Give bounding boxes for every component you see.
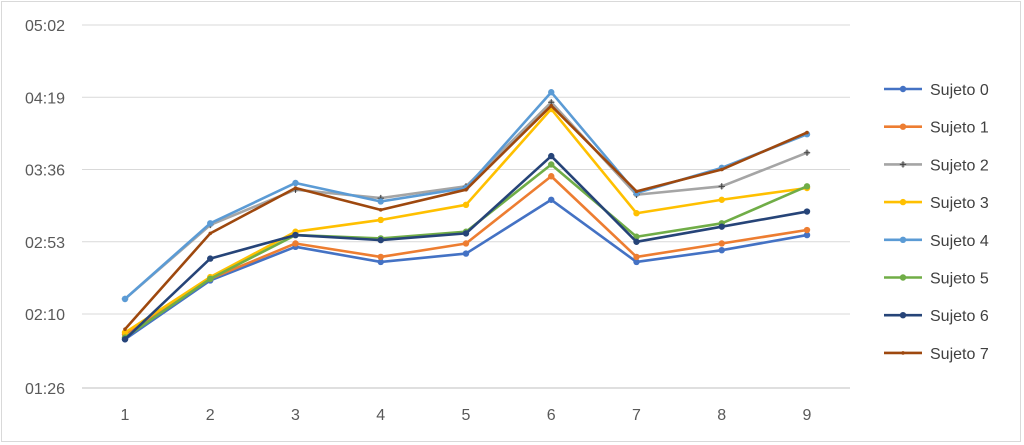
series-3 [121,105,811,336]
data-point [803,208,811,215]
x-tick-label: 5 [462,407,471,424]
data-point [377,198,384,205]
data-point [634,189,639,194]
legend-item: Sujeto 5 [884,271,989,288]
data-point [121,295,129,303]
legend-label: Sujeto 1 [930,120,989,137]
legend-marker [899,274,907,281]
data-point [633,253,640,261]
x-tick-label: 2 [206,407,215,424]
legend-label: Sujeto 6 [930,308,989,325]
data-point [548,152,555,160]
legend-label: Sujeto 5 [930,271,989,288]
legend-item: Sujeto 3 [884,195,989,212]
data-point [462,201,470,209]
y-tick-label: 03:36 [25,163,65,180]
data-point [121,336,129,343]
data-point [548,161,555,168]
x-axis-tick-labels: 1 2 3 4 5 6 7 8 9 [121,407,812,424]
data-point [123,327,127,331]
y-tick-label: 02:10 [25,307,65,324]
y-tick-label: 05:02 [25,18,65,35]
data-point [803,183,811,190]
y-tick-label: 01:26 [25,381,65,398]
legend: Sujeto 0 Sujeto 1 Sujeto 2 Sujeto 3 Sujeto 4… [884,82,989,363]
x-tick-label: 6 [547,407,556,424]
data-point [548,173,555,180]
gridlines [82,24,850,389]
data-point [718,240,725,247]
data-point [377,236,384,244]
legend-marker [901,351,905,355]
x-tick-label: 1 [121,407,130,424]
legend-marker [899,85,907,93]
data-point [207,220,214,227]
legend-label: Sujeto 7 [930,346,989,363]
legend-marker-cross [899,161,907,168]
legend-item: Sujeto 7 [884,346,989,363]
legend-label: Sujeto 3 [930,195,989,212]
data-point [719,167,724,172]
series-line [123,107,809,334]
data-point-cross [718,183,725,190]
x-tick-label: 9 [803,407,812,424]
y-tick-label: 04:19 [25,90,65,107]
data-point [378,208,383,212]
series-7 [123,103,809,331]
data-point [464,187,468,192]
data-point [207,255,214,262]
data-point [633,258,640,266]
data-point [718,196,725,203]
legend-marker [899,312,907,319]
data-point [718,223,725,230]
data-point [548,196,555,203]
legend-marker [899,236,907,243]
y-tick-label: 02:53 [25,235,65,252]
data-point [549,103,554,108]
y-axis-tick-labels: 01:26 02:10 02:53 03:36 04:19 05:02 [25,18,65,398]
data-point [293,186,298,190]
data-point [292,179,299,187]
legend-marker [899,198,907,206]
legend-item: Sujeto 1 [884,120,989,137]
legend-item: Sujeto 0 [884,82,989,99]
data-point [462,240,470,247]
data-point [377,253,384,261]
x-tick-label: 4 [376,407,385,424]
legend-marker [899,123,907,130]
legend-label: Sujeto 0 [930,82,989,99]
x-tick-label: 3 [291,407,300,424]
data-point [803,226,811,234]
legend-item: Sujeto 2 [884,157,989,174]
data-point [805,130,809,135]
legend-item: Sujeto 4 [884,233,989,250]
data-point-cross [803,149,811,156]
data-point [121,329,129,336]
x-tick-label: 7 [632,407,641,424]
data-point [548,89,555,96]
data-point [462,250,470,257]
data-point [377,216,384,224]
data-point [633,238,640,245]
legend-label: Sujeto 2 [930,157,989,174]
data-point [292,231,299,239]
x-tick-label: 8 [717,407,726,424]
data-point [718,246,725,254]
data-point [207,275,214,282]
data-point [292,240,299,247]
legend-item: Sujeto 6 [884,308,989,325]
data-point [803,231,811,239]
data-point [208,231,213,236]
data-point [377,258,384,266]
data-point [462,230,470,237]
series-lines [121,89,811,343]
data-point [633,210,640,217]
legend-label: Sujeto 4 [930,233,989,250]
series-6 [121,152,811,343]
